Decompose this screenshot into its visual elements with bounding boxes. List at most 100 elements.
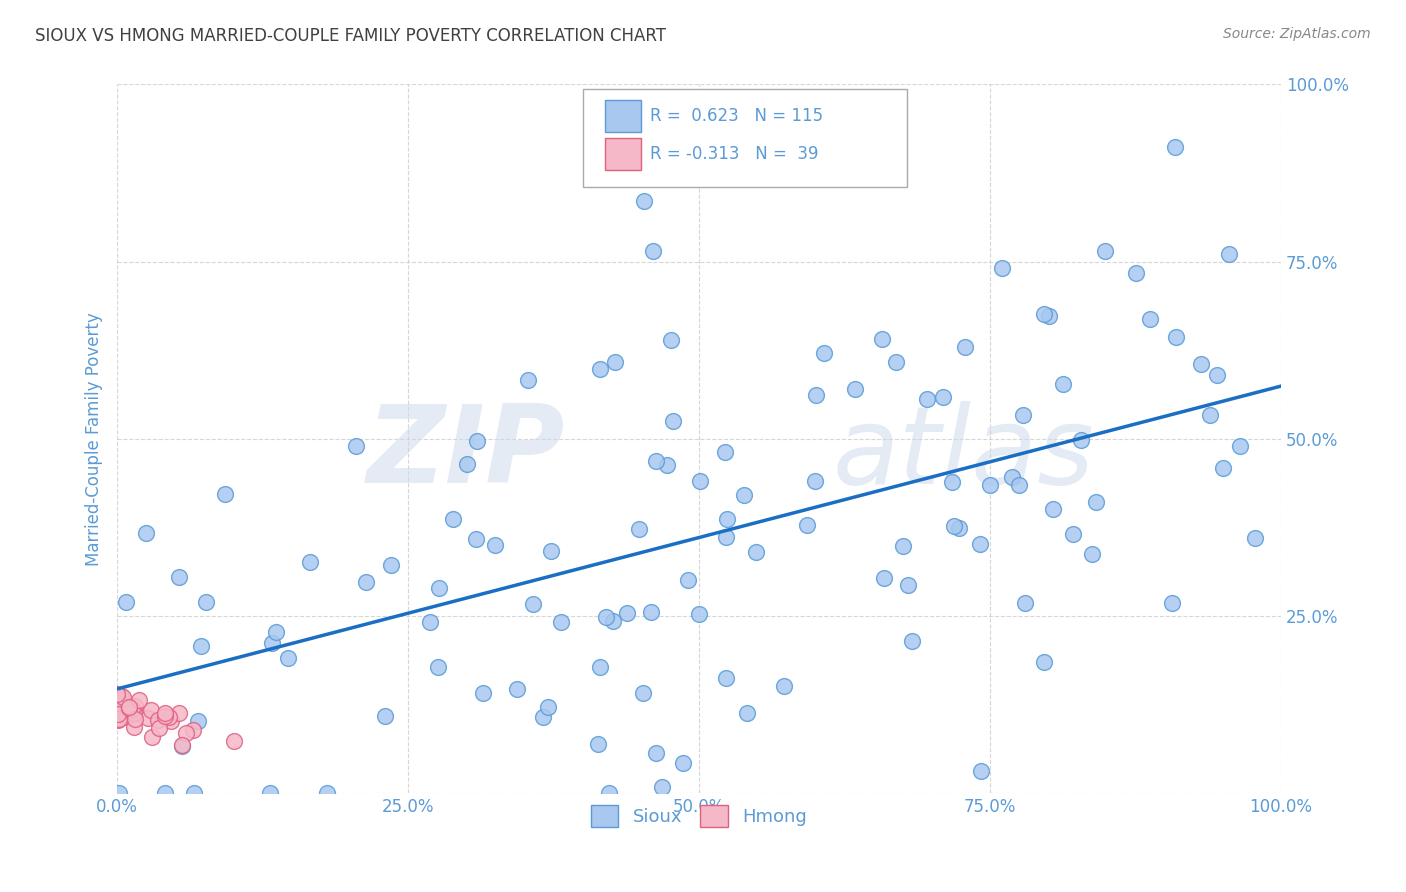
Text: SIOUX VS HMONG MARRIED-COUPLE FAMILY POVERTY CORRELATION CHART: SIOUX VS HMONG MARRIED-COUPLE FAMILY POV…	[35, 27, 666, 45]
Point	[744, 545, 766, 559]
Point	[550, 615, 572, 630]
Point	[1085, 495, 1108, 509]
Point	[262, 636, 284, 650]
Point	[969, 537, 991, 551]
Point	[107, 701, 129, 715]
Point	[1212, 460, 1234, 475]
Point	[948, 521, 970, 535]
Point	[107, 691, 129, 706]
Point	[266, 624, 288, 639]
Point	[917, 392, 939, 407]
Point	[110, 698, 132, 712]
Point	[522, 598, 544, 612]
Point	[1229, 439, 1251, 453]
Point	[991, 261, 1014, 276]
Point	[1014, 596, 1036, 610]
Point	[689, 474, 711, 488]
Point	[589, 362, 612, 376]
Point	[105, 687, 128, 701]
Point	[139, 703, 162, 717]
Point	[114, 709, 136, 723]
Point	[110, 704, 132, 718]
Point	[121, 702, 143, 716]
Point	[344, 439, 367, 453]
Point	[1008, 478, 1031, 492]
Point	[298, 555, 321, 569]
Point	[941, 475, 963, 489]
Point	[737, 706, 759, 721]
Point	[141, 731, 163, 745]
Point	[419, 615, 441, 630]
Point	[136, 711, 159, 725]
Point	[1081, 547, 1104, 561]
Point	[135, 525, 157, 540]
Point	[316, 786, 339, 800]
Point	[1206, 368, 1229, 382]
Point	[1139, 311, 1161, 326]
Point	[633, 194, 655, 208]
Point	[1218, 247, 1240, 261]
Point	[870, 332, 893, 346]
Point	[484, 538, 506, 552]
Legend: Sioux, Hmong: Sioux, Hmong	[583, 797, 814, 834]
Point	[214, 486, 236, 500]
Point	[813, 346, 835, 360]
Point	[110, 704, 132, 718]
Point	[124, 698, 146, 713]
Point	[645, 453, 668, 467]
Point	[873, 571, 896, 585]
Point	[688, 607, 710, 622]
Point	[595, 609, 617, 624]
Point	[108, 704, 131, 718]
Point	[195, 595, 218, 609]
Point	[714, 445, 737, 459]
Point	[662, 414, 685, 428]
Point	[943, 519, 966, 533]
Point	[187, 714, 209, 728]
Point	[804, 474, 827, 488]
Point	[107, 714, 129, 728]
Text: R =  0.623   N = 115: R = 0.623 N = 115	[650, 107, 823, 125]
Point	[117, 710, 139, 724]
Point	[110, 698, 132, 713]
Point	[118, 701, 141, 715]
Text: R = -0.313   N =  39: R = -0.313 N = 39	[650, 145, 818, 163]
Point	[153, 786, 176, 800]
Point	[891, 539, 914, 553]
Point	[1125, 266, 1147, 280]
Point	[671, 756, 693, 771]
Point	[1199, 408, 1222, 422]
Point	[897, 578, 920, 592]
Point	[651, 780, 673, 794]
Point	[118, 699, 141, 714]
Point	[277, 651, 299, 665]
Point	[222, 734, 245, 748]
Point	[733, 488, 755, 502]
Point	[1011, 409, 1033, 423]
Point	[153, 708, 176, 723]
Point	[153, 706, 176, 720]
Point	[456, 457, 478, 471]
Y-axis label: Married-Couple Family Poverty: Married-Couple Family Poverty	[86, 312, 103, 566]
Point	[170, 739, 193, 753]
Point	[586, 737, 609, 751]
Point	[640, 606, 662, 620]
Text: atlas: atlas	[832, 401, 1095, 506]
Text: Source: ZipAtlas.com: Source: ZipAtlas.com	[1223, 27, 1371, 41]
Point	[108, 696, 131, 710]
Point	[427, 582, 450, 596]
Point	[174, 725, 197, 739]
Point	[953, 340, 976, 354]
Point	[678, 573, 700, 587]
Point	[901, 634, 924, 648]
Point	[602, 615, 624, 629]
Point	[1038, 309, 1060, 323]
Point	[427, 660, 450, 674]
Point	[1164, 329, 1187, 343]
Point	[471, 685, 494, 699]
Point	[465, 434, 488, 449]
Point	[517, 373, 540, 387]
Point	[506, 682, 529, 697]
Point	[1052, 376, 1074, 391]
Point	[659, 333, 682, 347]
